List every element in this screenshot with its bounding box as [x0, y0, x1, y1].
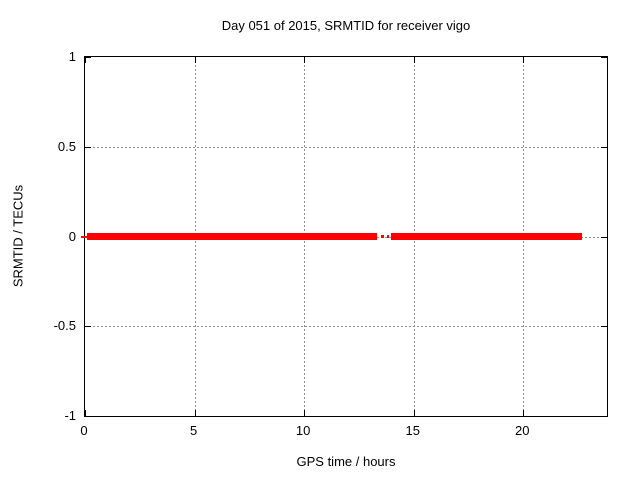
grid-line-horizontal: [85, 146, 607, 148]
x-tick-mark-top: [304, 57, 306, 63]
x-tick-mark-bottom: [413, 410, 415, 416]
x-tick-mark-bottom: [85, 410, 86, 416]
y-axis-label: SRMTID / TECUs: [10, 184, 26, 288]
series-segment: [380, 235, 385, 238]
x-tick-mark-top: [523, 57, 525, 63]
x-tick-label: 5: [189, 423, 198, 438]
x-tick-label: 10: [295, 423, 311, 438]
y-tick-mark-right: [601, 146, 607, 148]
x-tick-mark-bottom: [523, 410, 525, 416]
x-tick-mark-bottom: [304, 410, 306, 416]
x-tick-mark-top: [413, 57, 415, 63]
chart-title: Day 051 of 2015, SRMTID for receiver vig…: [221, 18, 471, 33]
x-tick-label: 0: [80, 423, 88, 438]
y-tick-mark-right: [601, 236, 607, 238]
y-tick-label: -0.5: [53, 318, 76, 334]
y-tick-label: -1: [64, 408, 76, 423]
series-segment: [386, 235, 390, 238]
y-tick-mark-right: [601, 57, 607, 58]
y-tick-label: 1: [68, 49, 76, 64]
x-tick-label: 20: [515, 423, 530, 438]
series-segment: [80, 235, 88, 238]
x-tick-mark-top: [194, 57, 196, 63]
y-tick-mark-left: [85, 146, 91, 148]
series-segment: [390, 233, 583, 240]
series-segment: [87, 233, 377, 240]
y-tick-mark-left: [85, 57, 91, 58]
y-tick-mark-left: [85, 326, 91, 328]
y-tick-mark-left: [85, 416, 91, 417]
y-tick-mark-right: [601, 416, 607, 417]
x-axis-label: GPS time / hours: [296, 454, 396, 469]
y-tick-label: 0: [68, 228, 76, 244]
y-tick-label: 0.5: [57, 138, 76, 154]
x-tick-mark-top: [85, 57, 86, 63]
x-tick-mark-bottom: [194, 410, 196, 416]
grid-line-horizontal: [85, 326, 607, 328]
plot-area: [80, 56, 608, 417]
x-tick-label: 15: [405, 423, 420, 438]
y-tick-mark-right: [601, 326, 607, 328]
